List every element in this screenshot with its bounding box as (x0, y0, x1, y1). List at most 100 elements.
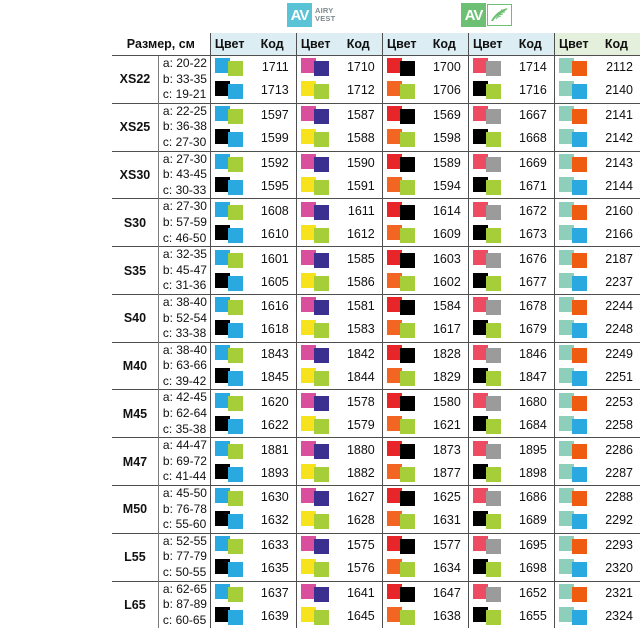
product-code: 1895 (519, 442, 547, 457)
color-swatch-pair-icon (386, 175, 420, 198)
color-swatch-pair-icon (558, 200, 592, 223)
product-code: 1700 (432, 60, 461, 75)
color-swatch-pair-icon (386, 582, 420, 605)
swatch-secondary-icon (313, 300, 329, 316)
swatch-primary-icon (214, 249, 230, 265)
color-swatch-pair-icon (472, 462, 506, 485)
swatch-secondary-icon (313, 562, 329, 578)
product-code: 2140 (605, 83, 633, 98)
swatch-primary-icon (300, 106, 316, 122)
product-code: 1630 (260, 490, 289, 505)
product-code: 1637 (260, 585, 289, 600)
color-swatch-pair-icon (214, 534, 248, 557)
swatch-primary-icon (300, 440, 316, 456)
swatch-secondary-icon (485, 109, 501, 125)
color-swatch-pair-icon (558, 486, 592, 509)
size-dimensions: a: 22-25 b: 36-38 c: 27-30 (157, 102, 211, 152)
dimension-line: b: 36-38 (162, 119, 207, 134)
size-dimensions: a: 52-55 b: 77-79 c: 50-55 (157, 532, 211, 582)
swatch-primary-icon (472, 201, 488, 217)
product-code: 1641 (346, 585, 375, 600)
product-code: 1680 (519, 394, 547, 409)
header-color-3: Цвет (381, 33, 421, 56)
code-cell: 1584 1617 (420, 293, 469, 343)
swatch-secondary-icon (399, 204, 415, 220)
code-cell: 1601 1605 (248, 246, 297, 295)
product-code: 2237 (605, 274, 633, 289)
color-swatch-pair-icon (214, 175, 248, 198)
swatch-primary-icon (214, 488, 230, 504)
swatch-primary-icon (300, 249, 316, 265)
product-code: 1632 (260, 513, 289, 528)
color-swatch-pair-icon (214, 127, 248, 150)
code-cell: 1667 1668 (506, 102, 555, 152)
swatch-secondary-icon (571, 348, 587, 364)
product-code: 1847 (519, 370, 547, 385)
size-dimensions: a: 27-30 b: 57-59 c: 46-50 (157, 198, 211, 247)
color-swatch-cell (467, 437, 507, 486)
dimension-line: b: 33-35 (162, 71, 207, 86)
swatch-secondary-icon (485, 586, 501, 602)
swatch-primary-icon (300, 320, 316, 336)
swatch-primary-icon (214, 272, 230, 288)
airyvest-monogram-icon: AV (287, 3, 312, 27)
table-row: L55 a: 52-55 b: 77-79 c: 50-55 1633 1635 1575 1… (112, 532, 640, 582)
color-swatch-cell (295, 485, 335, 534)
swatch-secondary-icon (571, 443, 587, 459)
code-cell: 2143 2144 (592, 150, 640, 199)
color-swatch-pair-icon (300, 248, 334, 271)
swatch-secondary-icon (571, 539, 587, 555)
color-swatch-cell (209, 293, 249, 343)
swatch-primary-icon (386, 559, 402, 575)
product-code: 1716 (519, 83, 547, 98)
swatch-primary-icon (214, 201, 230, 217)
swatch-secondary-icon (313, 156, 329, 172)
swatch-primary-icon (300, 368, 316, 384)
product-code: 1672 (519, 203, 547, 218)
swatch-secondary-icon (485, 300, 501, 316)
product-code: 2320 (605, 561, 633, 576)
color-swatch-pair-icon (558, 223, 592, 246)
swatch-primary-icon (214, 224, 230, 240)
swatch-primary-icon (214, 392, 230, 408)
swatch-secondary-icon (313, 132, 329, 148)
color-swatch-pair-icon (214, 414, 248, 437)
color-swatch-pair-icon (558, 366, 592, 389)
color-swatch-cell (295, 246, 335, 295)
color-swatch-pair-icon (472, 200, 506, 223)
color-swatch-cell (467, 102, 507, 152)
swatch-secondary-icon (399, 252, 415, 268)
code-cell: 1633 1635 (248, 532, 297, 582)
code-cell: 1647 1638 (420, 580, 469, 629)
product-code: 2160 (605, 203, 633, 218)
code-cell: 1620 1622 (248, 389, 297, 438)
color-swatch-cell (467, 150, 507, 199)
product-code: 1873 (432, 442, 461, 457)
color-swatch-cell (209, 246, 249, 295)
code-cell: 1577 1634 (420, 532, 469, 582)
product-code: 1577 (432, 538, 461, 553)
product-code: 1602 (432, 274, 461, 289)
swatch-primary-icon (558, 81, 574, 97)
table-row: M45 a: 42-45 b: 62-64 c: 35-38 1620 1622 1578 1… (112, 389, 640, 438)
swatch-secondary-icon (399, 586, 415, 602)
product-code: 1576 (346, 561, 375, 576)
code-cell: 2288 2292 (592, 485, 640, 534)
swatch-secondary-icon (485, 227, 501, 243)
code-cell: 1611 1612 (334, 198, 383, 247)
color-swatch-pair-icon (386, 271, 420, 294)
product-code: 1846 (519, 347, 547, 362)
color-swatch-pair-icon (300, 200, 334, 223)
swatch-secondary-icon (571, 252, 587, 268)
color-swatch-pair-icon (214, 223, 248, 246)
header-color-2: Цвет (295, 33, 335, 56)
swatch-primary-icon (472, 392, 488, 408)
color-swatch-pair-icon (472, 104, 506, 127)
color-swatch-pair-icon (558, 295, 592, 318)
product-code: 1638 (432, 608, 461, 623)
swatch-primary-icon (558, 368, 574, 384)
airyvest-wordmark-line2: VEST (315, 14, 336, 23)
swatch-secondary-icon (313, 371, 329, 387)
header-color-5: Цвет (553, 33, 593, 56)
product-code: 1616 (260, 299, 289, 314)
